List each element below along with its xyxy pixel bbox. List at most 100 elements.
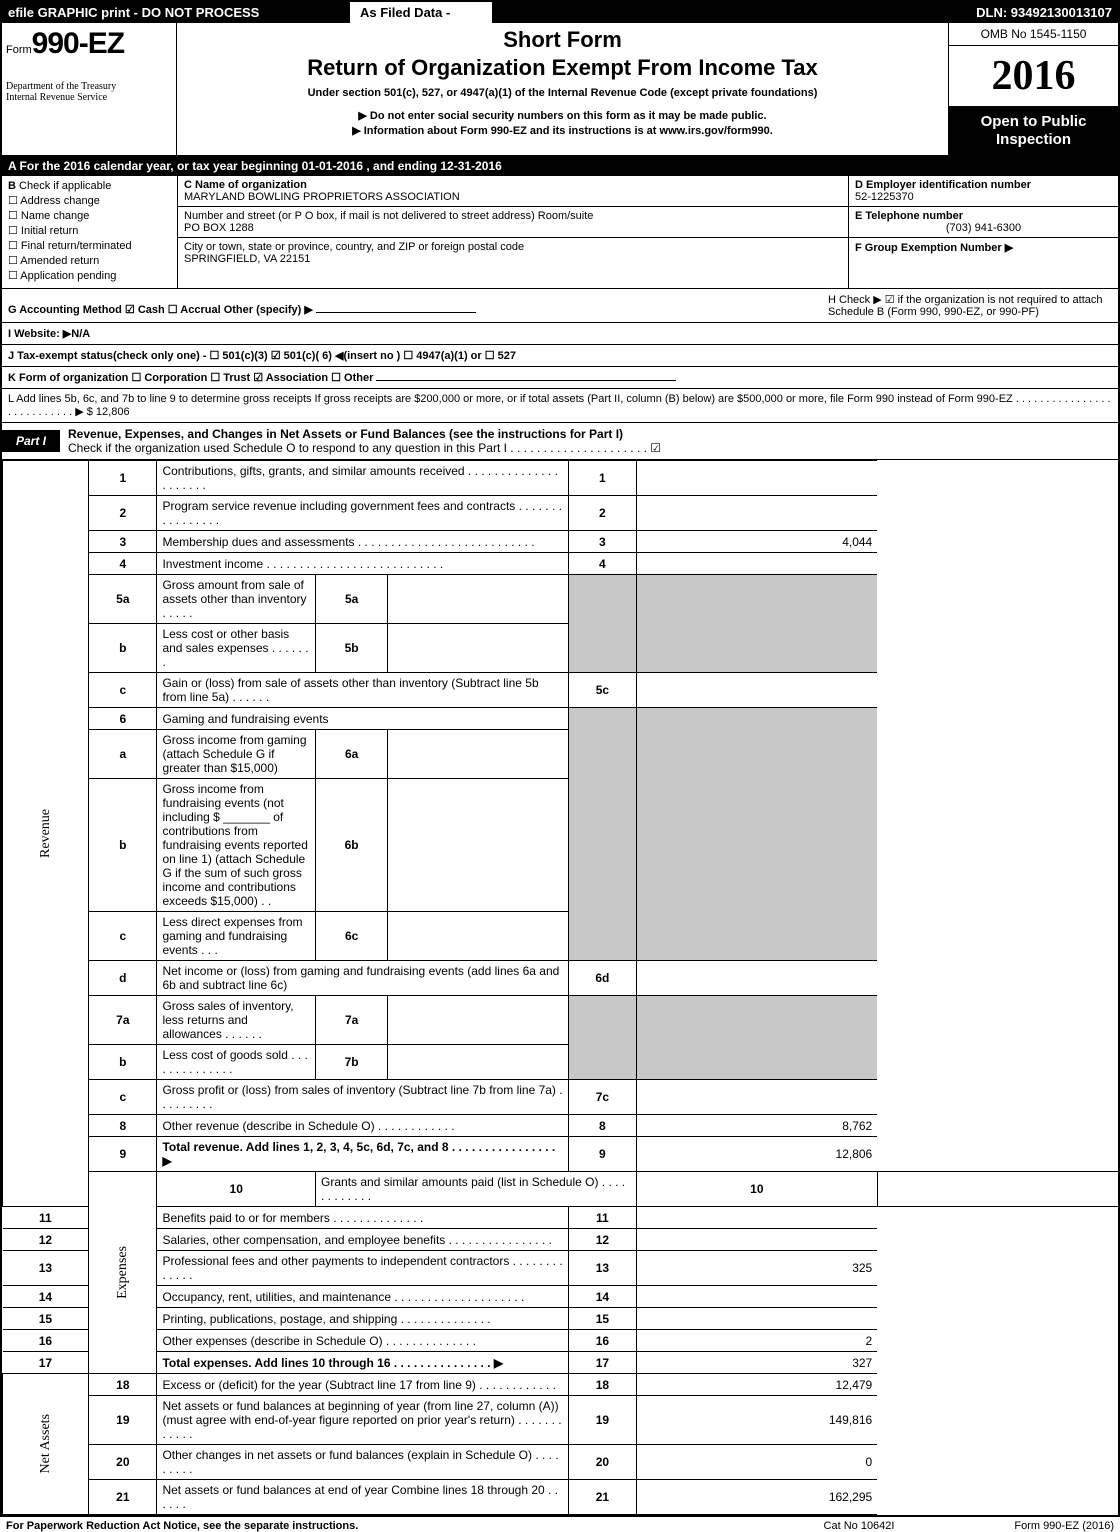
chk-initial-return[interactable]: ☐ Initial return	[8, 224, 171, 237]
line-6a: a Gross income from gaming (attach Sched…	[3, 730, 1119, 779]
line-9: 9 Total revenue. Add lines 1, 2, 3, 4, 5…	[3, 1137, 1119, 1172]
g-accounting: G Accounting Method ☑ Cash ☐ Accrual Oth…	[8, 293, 822, 318]
chk-name-change[interactable]: ☐ Name change	[8, 209, 171, 222]
row-l: L Add lines 5b, 6c, and 7b to line 9 to …	[2, 389, 1118, 423]
net-assets-side-label: Net Assets	[3, 1374, 89, 1515]
line-7c: c Gross profit or (loss) from sales of i…	[3, 1080, 1119, 1115]
c-name-row: C Name of organization MARYLAND BOWLING …	[178, 176, 848, 207]
line-11: 11 Benefits paid to or for members . . .…	[3, 1207, 1119, 1229]
line-5a: 5a Gross amount from sale of assets othe…	[3, 575, 1119, 624]
part-1-header: Part I Revenue, Expenses, and Changes in…	[2, 423, 1118, 460]
form-container: efile GRAPHIC print - DO NOT PROCESS As …	[0, 0, 1120, 1517]
city-label: City or town, state or province, country…	[184, 241, 842, 253]
e-row: E Telephone number (703) 941-6300	[849, 207, 1118, 238]
h-check: H Check ▶ ☑ if the organization is not r…	[822, 293, 1112, 318]
street-label: Number and street (or P O box, if mail i…	[184, 210, 842, 222]
form-number: 990-EZ	[32, 27, 124, 60]
open-line-1: Open to Public	[981, 113, 1087, 130]
f-row: F Group Exemption Number ▶	[849, 238, 1118, 257]
line-6c: c Less direct expenses from gaming and f…	[3, 912, 1119, 961]
line-1: Revenue 1 Contributions, gifts, grants, …	[3, 461, 1119, 496]
line-8: 8 Other revenue (describe in Schedule O)…	[3, 1115, 1119, 1137]
footer-center: Cat No 10642I	[784, 1520, 934, 1532]
chk-app-pending[interactable]: ☐ Application pending	[8, 269, 171, 282]
as-filed-label: As Filed Data -	[352, 2, 492, 23]
open-public-box: Open to Public Inspection	[949, 107, 1118, 155]
row-k: K Form of organization ☐ Corporation ☐ T…	[2, 367, 1118, 389]
section-b-mid: C Name of organization MARYLAND BOWLING …	[177, 176, 848, 288]
d-row: D Employer identification number 52-1225…	[849, 176, 1118, 207]
part-1-label: Part I	[2, 430, 60, 452]
c-name: MARYLAND BOWLING PROPRIETORS ASSOCIATION	[184, 191, 842, 203]
expenses-side-label: Expenses	[89, 1172, 157, 1374]
dln-label: DLN: 93492130013107	[938, 2, 1118, 23]
dept-2: Internal Revenue Service	[6, 92, 172, 103]
form-id-box: Form990-EZ Department of the Treasury In…	[2, 23, 177, 155]
line-20: 20 Other changes in net assets or fund b…	[3, 1445, 1119, 1480]
b-check-label: Check if applicable	[19, 180, 111, 192]
line-6: 6 Gaming and fundraising events	[3, 708, 1119, 730]
section-b-right: D Employer identification number 52-1225…	[848, 176, 1118, 288]
k-label: K Form of organization ☐ Corporation ☐ T…	[8, 372, 373, 384]
j-label: J Tax-exempt status(check only one) - ☐ …	[8, 350, 516, 362]
c-label: C Name of organization	[184, 179, 842, 191]
under-section: Under section 501(c), 527, or 4947(a)(1)…	[183, 87, 942, 99]
omb-number: OMB No 1545-1150	[949, 23, 1118, 46]
line-19: 19 Net assets or fund balances at beginn…	[3, 1396, 1119, 1445]
line-7b: b Less cost of goods sold . . . . . . . …	[3, 1045, 1119, 1080]
line-12: 12 Salaries, other compensation, and emp…	[3, 1229, 1119, 1251]
e-value: (703) 941-6300	[855, 222, 1112, 234]
d-value: 52-1225370	[855, 191, 1112, 203]
efile-label: efile GRAPHIC print - DO NOT PROCESS	[2, 2, 352, 23]
line-15: 15 Printing, publications, postage, and …	[3, 1308, 1119, 1330]
row-g: G Accounting Method ☑ Cash ☐ Accrual Oth…	[2, 289, 1118, 323]
line-16: 16 Other expenses (describe in Schedule …	[3, 1330, 1119, 1352]
line-5b: b Less cost or other basis and sales exp…	[3, 624, 1119, 673]
title-right: OMB No 1545-1150 2016 Open to Public Ins…	[948, 23, 1118, 155]
line-13: 13 Professional fees and other payments …	[3, 1251, 1119, 1286]
line-10: Expenses 10 Grants and similar amounts p…	[3, 1172, 1119, 1207]
street-value: PO BOX 1288	[184, 222, 842, 234]
tax-year: 2016	[949, 46, 1118, 107]
footer-left: For Paperwork Reduction Act Notice, see …	[6, 1520, 784, 1532]
footer: For Paperwork Reduction Act Notice, see …	[0, 1517, 1120, 1532]
line-5c: c Gain or (loss) from sale of assets oth…	[3, 673, 1119, 708]
f-label: F Group Exemption Number ▶	[855, 242, 1013, 254]
e-label: E Telephone number	[855, 210, 1112, 222]
line-21: 21 Net assets or fund balances at end of…	[3, 1480, 1119, 1515]
row-j: J Tax-exempt status(check only one) - ☐ …	[2, 345, 1118, 367]
city-value: SPRINGFIELD, VA 22151	[184, 253, 842, 265]
street-row: Number and street (or P O box, if mail i…	[178, 207, 848, 238]
dept-1: Department of the Treasury	[6, 81, 172, 92]
section-b-checkboxes: B Check if applicable ☐ Address change ☐…	[2, 176, 177, 288]
open-line-2: Inspection	[996, 131, 1071, 148]
line-6d: d Net income or (loss) from gaming and f…	[3, 961, 1119, 996]
row-a: A For the 2016 calendar year, or tax yea…	[2, 156, 1118, 176]
title-row: Form990-EZ Department of the Treasury In…	[2, 23, 1118, 156]
short-form-title: Short Form	[183, 27, 942, 53]
line-6b: b Gross income from fundraising events (…	[3, 779, 1119, 912]
part-1-title: Revenue, Expenses, and Changes in Net As…	[68, 423, 1118, 459]
info-link-line: ▶ Information about Form 990-EZ and its …	[183, 124, 942, 137]
line-18: Net Assets 18 Excess or (deficit) for th…	[3, 1374, 1119, 1396]
i-label: I Website: ▶N/A	[8, 328, 90, 340]
lines-table: Revenue 1 Contributions, gifts, grants, …	[2, 460, 1118, 1515]
top-bar: efile GRAPHIC print - DO NOT PROCESS As …	[2, 2, 1118, 23]
g-label: G Accounting Method ☑ Cash ☐ Accrual Oth…	[8, 304, 313, 316]
line-14: 14 Occupancy, rent, utilities, and maint…	[3, 1286, 1119, 1308]
part-1-sub: Check if the organization used Schedule …	[68, 441, 661, 455]
line-17: 17 Total expenses. Add lines 10 through …	[3, 1352, 1119, 1374]
form-word: Form	[6, 44, 32, 56]
footer-right: Form 990-EZ (2016)	[934, 1520, 1114, 1532]
d-label: D Employer identification number	[855, 179, 1112, 191]
no-ssn-line: ▶ Do not enter social security numbers o…	[183, 109, 942, 122]
top-bar-fill	[492, 2, 938, 23]
b-label: B	[8, 180, 16, 192]
chk-final-return[interactable]: ☐ Final return/terminated	[8, 239, 171, 252]
chk-amended-return[interactable]: ☐ Amended return	[8, 254, 171, 267]
revenue-side-label: Revenue	[3, 461, 89, 1207]
line-7a: 7a Gross sales of inventory, less return…	[3, 996, 1119, 1045]
line-4: 4 Investment income . . . . . . . . . . …	[3, 553, 1119, 575]
section-b: B Check if applicable ☐ Address change ☐…	[2, 176, 1118, 289]
chk-address-change[interactable]: ☐ Address change	[8, 194, 171, 207]
